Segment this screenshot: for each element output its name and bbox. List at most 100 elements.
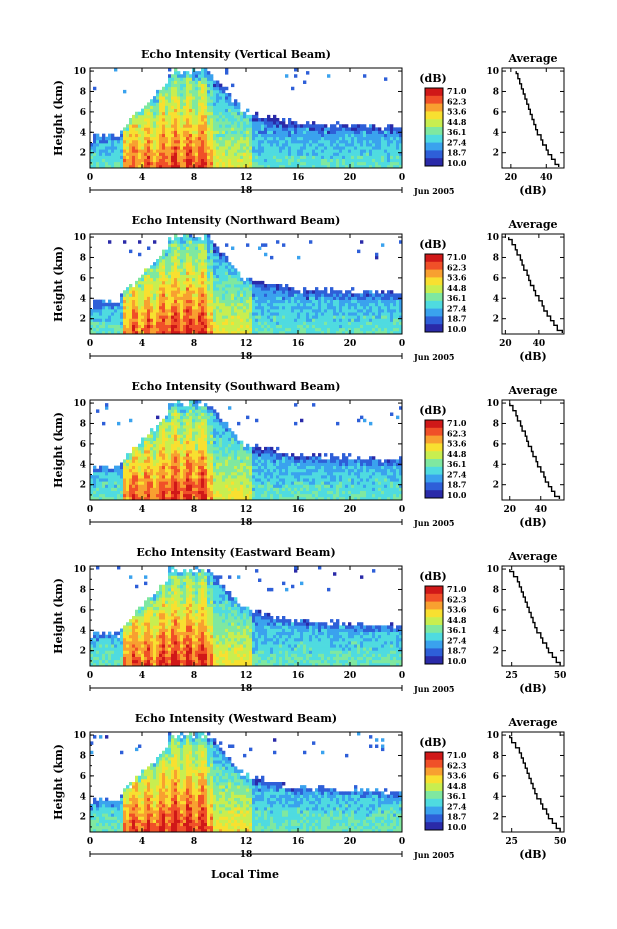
heatmap-cell [345, 158, 349, 163]
heatmap-cell [309, 155, 313, 159]
heatmap-cell [246, 124, 250, 128]
heatmap-cell [192, 139, 196, 144]
heatmap-cell [171, 240, 175, 244]
heatmap-cell [144, 487, 148, 491]
heatmap-cell [345, 127, 349, 131]
heatmap-cell [171, 434, 175, 438]
heatmap-cell [315, 127, 319, 131]
heatmap-cell [372, 124, 376, 128]
heatmap-cell [381, 143, 385, 147]
heatmap-cell [213, 309, 217, 313]
heatmap-cell [288, 287, 292, 291]
heatmap-cell [111, 481, 115, 485]
heatmap-cell [159, 114, 163, 119]
heatmap-cell [180, 459, 184, 463]
heatmap-cell [90, 164, 94, 169]
heatmap-cell [159, 299, 163, 304]
heatmap-cell [246, 136, 250, 141]
heatmap-cell [270, 130, 274, 134]
heatmap-cell [144, 114, 148, 119]
heatmap-cell [207, 271, 211, 275]
heatmap-cell [156, 475, 160, 479]
heatmap-cell [183, 274, 187, 279]
heatmap-cell [333, 321, 337, 325]
heatmap-cell [177, 305, 181, 310]
heatmap-cell [180, 121, 184, 125]
heatmap-cell [192, 305, 196, 310]
heatmap-cell [396, 130, 400, 134]
heatmap-cell [333, 315, 337, 319]
heatmap-cell [96, 318, 100, 322]
heatmap-cell [156, 315, 160, 319]
heatmap-cell [201, 287, 205, 291]
heatmap-cell [189, 265, 193, 269]
heatmap-cell [144, 149, 148, 153]
heatmap-cell [312, 136, 316, 141]
heatmap-cell [216, 130, 220, 134]
heatmap-cell [156, 93, 160, 97]
heatmap-cell [342, 139, 346, 144]
heatmap-cell [222, 327, 226, 332]
heatmap-cell [186, 453, 190, 457]
heatmap-cell [390, 296, 394, 300]
heatmap-cell [102, 465, 106, 470]
heatmap-cell [147, 496, 151, 501]
heatmap-cell [309, 309, 313, 313]
heatmap-cell [192, 243, 196, 247]
heatmap-cell [348, 318, 352, 322]
heatmap-cell [159, 450, 163, 454]
heatmap-cell [354, 324, 358, 329]
heatmap-cell [171, 152, 175, 156]
heatmap-cell [204, 246, 208, 250]
heatmap-cell [96, 327, 100, 332]
heatmap-cell [216, 102, 220, 106]
heatmap-cell [375, 130, 379, 134]
heatmap-cell [216, 312, 220, 316]
heatmap-cell [357, 293, 361, 297]
heatmap-cell [126, 139, 130, 144]
heatmap-cell [195, 409, 199, 413]
heatmap-cell [195, 406, 199, 410]
heatmap-cell [294, 74, 298, 78]
heatmap-cell [270, 324, 274, 329]
heatmap-cell [234, 318, 238, 322]
heatmap-cell [345, 315, 349, 319]
heatmap-cell [198, 425, 202, 429]
heatmap-cell [360, 321, 364, 325]
heatmap-cell [126, 468, 130, 473]
heatmap-cell [168, 161, 172, 166]
heatmap-cell [339, 299, 343, 304]
heatmap-cell [180, 309, 184, 313]
heatmap-cell [285, 158, 289, 163]
heatmap-cell [207, 164, 211, 169]
heatmap-cell [177, 421, 181, 426]
heatmap-cell [216, 143, 220, 147]
heatmap-cell [330, 327, 334, 332]
heatmap-cell [198, 83, 202, 88]
heatmap-cell [177, 108, 181, 113]
heatmap-cell [204, 487, 208, 491]
heatmap-cell [177, 146, 181, 150]
heatmap-cell [261, 318, 265, 322]
heatmap-cell [357, 296, 361, 300]
heatmap-cell [234, 143, 238, 147]
heatmap-cell [159, 309, 163, 313]
day-marker-label: 18 [240, 186, 253, 196]
heatmap-cell [234, 309, 238, 313]
heatmap-cell [246, 164, 250, 169]
heatmap-cell [204, 83, 208, 88]
heatmap-cell [174, 321, 178, 325]
heatmap-cell [309, 312, 313, 316]
heatmap-cell [372, 318, 376, 322]
heatmap-cell [141, 155, 145, 159]
heatmap-cell [204, 496, 208, 501]
heatmap-cell [150, 450, 154, 454]
heatmap-cell [171, 462, 175, 466]
heatmap-cell [246, 149, 250, 153]
heatmap-cell [174, 89, 178, 94]
heatmap-cell [357, 299, 361, 304]
heatmap-cell [216, 305, 220, 310]
heatmap-cell [252, 130, 256, 134]
heatmap-cell [225, 481, 229, 485]
heatmap-cell [384, 143, 388, 147]
